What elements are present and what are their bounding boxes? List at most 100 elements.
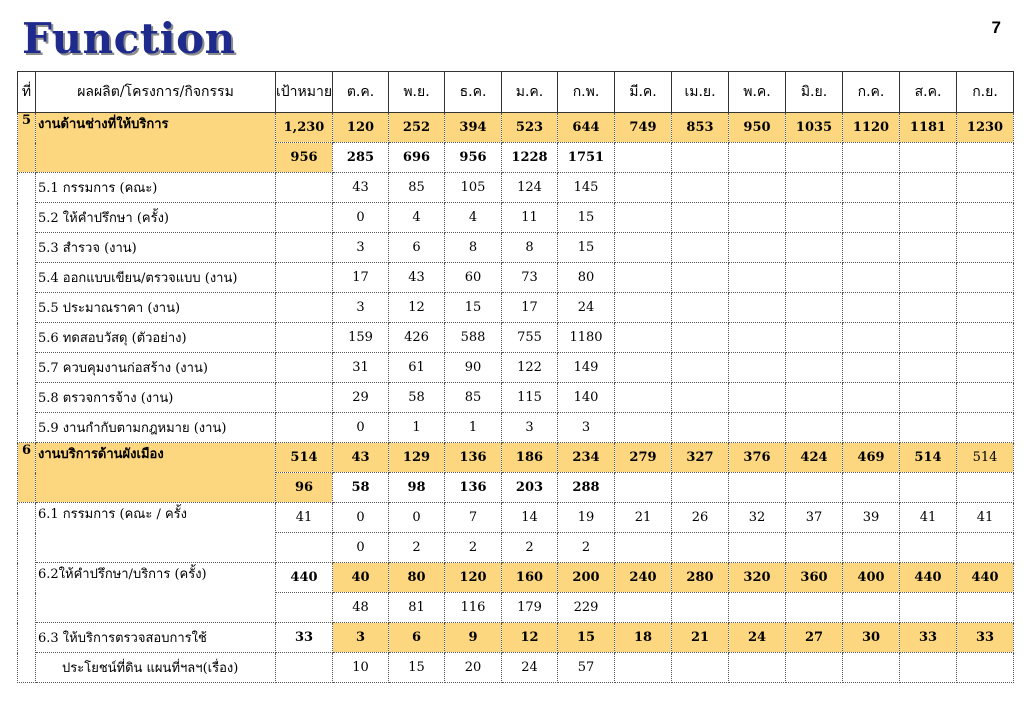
month-cell: [671, 142, 729, 173]
month-cell: [671, 172, 729, 203]
month-cell: 159: [332, 322, 389, 353]
month-cell: [728, 472, 786, 503]
target-cell: [275, 592, 333, 623]
target-cell: 1,230: [275, 112, 333, 143]
month-cell: [671, 652, 729, 683]
month-cell: [842, 382, 900, 413]
month-cell: 950: [728, 112, 786, 143]
month-cell: [842, 292, 900, 323]
month-cell: [899, 172, 957, 203]
month-cell: 11: [501, 202, 558, 233]
month-cell: 2: [388, 532, 445, 563]
month-cell: [956, 322, 1014, 353]
month-cell: [899, 532, 957, 563]
month-cell: 523: [501, 112, 558, 143]
month-cell: [785, 412, 843, 443]
month-cell: [899, 202, 957, 233]
month-cell: 27: [785, 622, 843, 653]
month-cell: 57: [557, 652, 615, 683]
month-cell: 41: [899, 502, 957, 533]
month-cell: 3: [332, 232, 389, 263]
month-cell: [614, 232, 672, 263]
month-cell: 15: [557, 232, 615, 263]
month-cell: [899, 412, 957, 443]
month-cell: [614, 292, 672, 323]
month-cell: 1120: [842, 112, 900, 143]
month-cell: 1181: [899, 112, 957, 143]
table-row: 5.1 กรรมการ (คณะ) 43 85 105 124 145: [17, 172, 1014, 443]
month-cell: [899, 232, 957, 263]
month-cell: [614, 412, 672, 443]
target-cell: 41: [275, 502, 333, 533]
month-cell: 3: [332, 292, 389, 323]
month-cell: [614, 172, 672, 203]
month-cell: 2: [557, 532, 615, 563]
target-cell: [275, 232, 333, 263]
item-label: 6.1 กรรมการ (คณะ / ครั้ง: [35, 502, 276, 563]
month-cell: [842, 592, 900, 623]
month-cell: 0: [332, 412, 389, 443]
target-cell: [275, 352, 333, 383]
item-label: 5.6 ทดสอบวัสดุ (ตัวอย่าง): [35, 322, 276, 353]
item-label: 5.1 กรรมการ (คณะ): [35, 172, 276, 203]
month-cell: 6: [388, 232, 445, 263]
month-cell: [842, 262, 900, 293]
month-cell: 1: [388, 412, 445, 443]
month-cell: 81: [388, 592, 445, 623]
month-cell: 280: [671, 562, 729, 593]
month-cell: [785, 472, 843, 503]
month-cell: [728, 202, 786, 233]
target-cell: 956: [275, 142, 333, 173]
month-cell: 17: [332, 262, 389, 293]
month-cell: [956, 532, 1014, 563]
month-cell: 9: [444, 622, 502, 653]
target-cell: [275, 322, 333, 353]
month-cell: [728, 262, 786, 293]
month-cell: [842, 352, 900, 383]
month-cell: 320: [728, 562, 786, 593]
header-row: ที่ ผลผลิต/โครงการ/กิจกรรม เป้าหมาย ต.ค.…: [17, 71, 1014, 113]
month-cell: 80: [557, 262, 615, 293]
month-cell: [614, 142, 672, 173]
month-cell: 755: [501, 322, 558, 353]
month-cell: 43: [388, 262, 445, 293]
month-cell: 30: [842, 622, 900, 653]
month-cell: 853: [671, 112, 729, 143]
month-cell: [671, 292, 729, 323]
item-label: 5.3 สำรวจ (งาน): [35, 232, 276, 263]
month-cell: 279: [614, 442, 672, 473]
month-cell: 360: [785, 562, 843, 593]
month-cell: [899, 382, 957, 413]
month-cell: 21: [614, 502, 672, 533]
month-cell: 61: [388, 352, 445, 383]
month-cell: 124: [501, 172, 558, 203]
month-cell: [785, 292, 843, 323]
month-cell: 18: [614, 622, 672, 653]
month-cell: [842, 202, 900, 233]
month-cell: 160: [501, 562, 558, 593]
month-cell: 1228: [501, 142, 558, 173]
month-cell: 514: [956, 442, 1014, 473]
target-cell: [275, 202, 333, 233]
item-label: งานด้านช่างที่ให้บริการ: [35, 112, 276, 173]
month-cell: 15: [388, 652, 445, 683]
month-cell: 85: [444, 382, 502, 413]
group-row: 5 งานด้านช่างที่ให้บริการ 1,230 120 252 394 52…: [17, 112, 1014, 173]
month-cell: 24: [557, 292, 615, 323]
month-cell: [956, 262, 1014, 293]
month-cell: 514: [899, 442, 957, 473]
month-cell: [671, 592, 729, 623]
month-cell: 0: [332, 202, 389, 233]
month-cell: [614, 382, 672, 413]
month-cell: [671, 352, 729, 383]
month-cell: [956, 142, 1014, 173]
month-cell: [785, 382, 843, 413]
month-cell: 15: [557, 622, 615, 653]
month-cell: 1751: [557, 142, 615, 173]
month-cell: 145: [557, 172, 615, 203]
item-number: [17, 172, 36, 443]
month-cell: 1: [444, 412, 502, 443]
month-cell: 2: [501, 532, 558, 563]
month-cell: [671, 202, 729, 233]
table-row: 48 81 116 179 229: [18, 592, 1014, 623]
